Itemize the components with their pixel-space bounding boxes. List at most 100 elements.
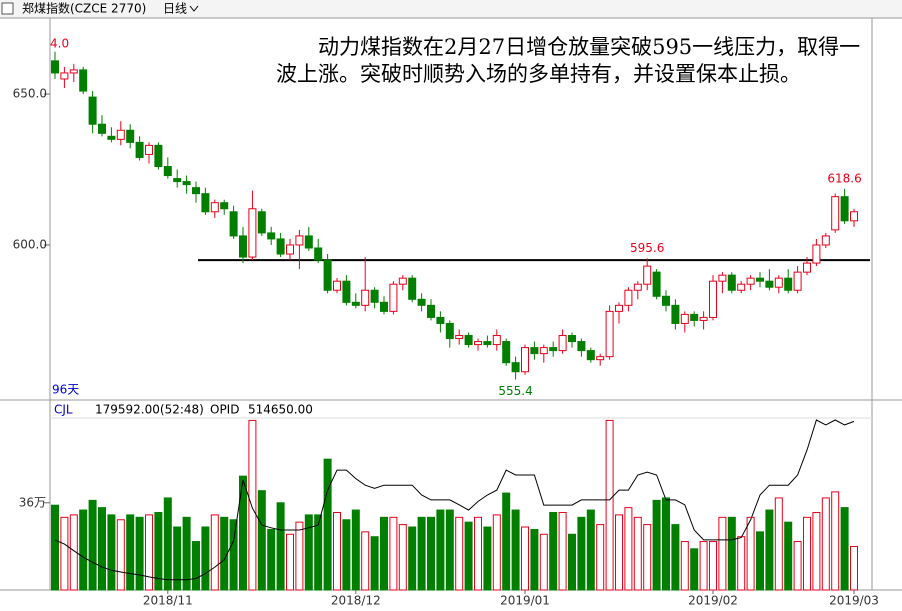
candle-body xyxy=(370,289,379,303)
candle-body xyxy=(436,316,445,324)
volume-bar xyxy=(774,497,783,591)
volume-bar xyxy=(229,519,238,591)
volume-bar xyxy=(182,516,191,591)
candle-body xyxy=(163,165,172,177)
candle-body xyxy=(539,347,548,355)
volume-bar xyxy=(492,514,501,591)
volume-bar xyxy=(662,497,670,591)
volume-bar xyxy=(521,526,529,591)
volume-bar xyxy=(803,516,811,591)
candle-body xyxy=(286,244,294,255)
candle-body xyxy=(850,211,858,222)
y-tick-label: 650.0 xyxy=(13,87,47,101)
candle-body xyxy=(474,341,482,346)
candle-body xyxy=(727,274,736,291)
max-label: 4.0 xyxy=(50,37,69,51)
volume-bar xyxy=(568,533,576,591)
candle-body xyxy=(652,271,661,297)
volume-bar xyxy=(577,516,586,591)
candle-body xyxy=(267,232,276,240)
dropdown-arrow[interactable] xyxy=(189,5,199,12)
volume-bar xyxy=(558,511,567,591)
candle-body xyxy=(323,259,332,291)
candle-body xyxy=(483,341,492,346)
candle-body xyxy=(398,277,407,285)
x-tick-label: 2019/03 xyxy=(829,594,879,608)
volume-bar xyxy=(116,519,125,591)
volume-bar xyxy=(323,458,332,591)
candle-body xyxy=(248,208,257,258)
volume-bar xyxy=(267,528,276,591)
candle-body xyxy=(333,280,341,291)
candle-body xyxy=(671,304,680,324)
candle-body xyxy=(615,304,623,312)
volume-bar xyxy=(98,507,106,591)
volume-bar xyxy=(257,490,266,591)
candle-body xyxy=(492,335,501,346)
volume-bar xyxy=(154,511,163,591)
candle-body xyxy=(408,277,417,300)
candle-body xyxy=(116,129,125,140)
volume-bar xyxy=(220,516,229,591)
volume-bar xyxy=(88,499,97,591)
x-tick-label: 2018/11 xyxy=(143,594,193,608)
volume-bar xyxy=(417,516,426,591)
candle-body xyxy=(192,187,200,195)
candle-body xyxy=(135,141,144,158)
volume-bar xyxy=(821,497,830,591)
volume-bar xyxy=(342,519,351,591)
candle-body xyxy=(774,277,783,288)
candle-body xyxy=(756,277,764,282)
candle-body xyxy=(342,280,351,303)
candle-body xyxy=(51,60,59,74)
volume-readout: 179592.00(52:48) xyxy=(95,403,204,417)
candle-body xyxy=(380,301,388,312)
candle-body xyxy=(680,313,689,324)
volume-bar xyxy=(756,531,764,591)
candle-body xyxy=(276,238,285,255)
candle-body xyxy=(88,96,97,125)
x-tick-label: 2019/02 xyxy=(688,594,738,608)
candle-body xyxy=(201,193,210,213)
volume-bar xyxy=(192,541,200,591)
candle-body xyxy=(154,144,163,167)
candle-body xyxy=(840,196,849,222)
candle-body xyxy=(605,310,614,358)
window-icon[interactable] xyxy=(1,2,14,15)
candle-body xyxy=(746,277,755,285)
volume-bar xyxy=(351,509,360,591)
candle-body xyxy=(624,289,633,306)
volume-bar xyxy=(615,514,623,591)
volume-bar xyxy=(145,514,153,591)
candle-body xyxy=(427,304,435,318)
volume-bar xyxy=(624,507,633,591)
candle-body xyxy=(549,347,558,352)
volume-bar xyxy=(408,526,417,591)
volume-bar xyxy=(680,541,689,591)
volume-bar xyxy=(286,533,294,591)
candle-body xyxy=(586,350,595,361)
window-label: 96天 xyxy=(52,383,79,397)
candle-body xyxy=(577,341,586,352)
volume-bar xyxy=(709,541,717,591)
volume-bar xyxy=(60,516,69,591)
volume-bar xyxy=(445,509,454,591)
point-label: 618.6 xyxy=(827,171,861,185)
volume-bar xyxy=(314,514,323,591)
volume-bar xyxy=(530,528,539,591)
volume-bar xyxy=(502,492,511,591)
volume-bar xyxy=(79,509,88,591)
candle-body xyxy=(60,72,69,80)
candle-body xyxy=(145,144,153,155)
candle-body xyxy=(98,123,106,134)
volume-bar xyxy=(643,524,652,591)
candle-body xyxy=(521,347,529,373)
volume-bar xyxy=(389,516,398,591)
volume-bar xyxy=(671,524,680,591)
candle-body xyxy=(295,235,304,246)
volume-bar xyxy=(718,516,727,591)
candle-body xyxy=(304,235,313,249)
period-select[interactable]: 日线 xyxy=(163,2,187,16)
